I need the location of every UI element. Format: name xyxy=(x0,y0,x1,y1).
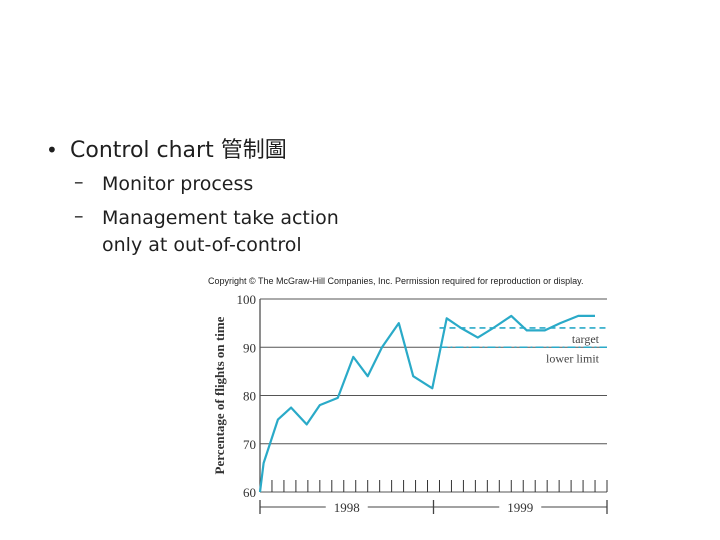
y-tick-label-70: 70 xyxy=(243,437,256,452)
legend-background-lower xyxy=(525,350,605,366)
sub-bullet-text: Monitor process xyxy=(102,173,254,195)
y-tick-label-100: 100 xyxy=(237,292,257,307)
year-axis: 1998 1999 xyxy=(259,498,608,516)
year-label-background xyxy=(499,498,542,516)
main-bullet: • Control chart 管制圖 xyxy=(46,132,339,164)
sub-bullet-text: Management take action xyxy=(102,207,339,229)
bullet-marker: • xyxy=(46,138,58,162)
year-label-1999: 1999 xyxy=(507,500,533,515)
main-bullet-text: Control chart 管制圖 xyxy=(70,138,287,163)
copyright-notice: Copyright © The McGraw-Hill Companies, I… xyxy=(208,276,583,286)
target-label: target xyxy=(572,332,600,346)
dash-marker: – xyxy=(74,205,84,227)
control-chart: Copyright © The McGraw-Hill Companies, I… xyxy=(208,276,608,516)
dash-marker: – xyxy=(74,171,84,193)
y-axis-label: Percentage of flights on time xyxy=(212,316,227,474)
bullet-list: • Control chart 管制圖 – Monitor process – … xyxy=(46,132,339,259)
y-tick-label-80: 80 xyxy=(243,389,256,404)
tick-layer xyxy=(259,480,608,492)
sub-bullet-text-cont: only at out-of-control xyxy=(102,234,302,256)
lower-limit-label: lower limit xyxy=(546,351,600,365)
on-time-series-line xyxy=(258,314,595,493)
sub-bullet-monitor: – Monitor process xyxy=(74,171,339,198)
legend-background xyxy=(525,330,605,346)
year-label-background xyxy=(325,498,368,516)
y-tick-label-90: 90 xyxy=(243,340,256,355)
year-label-1998: 1998 xyxy=(334,500,360,515)
y-tick-label-60: 60 xyxy=(243,485,256,500)
grid-layer: 60 70 80 90 100 xyxy=(237,292,607,500)
sub-bullet-management: – Management take action only at out-of-… xyxy=(74,205,339,259)
